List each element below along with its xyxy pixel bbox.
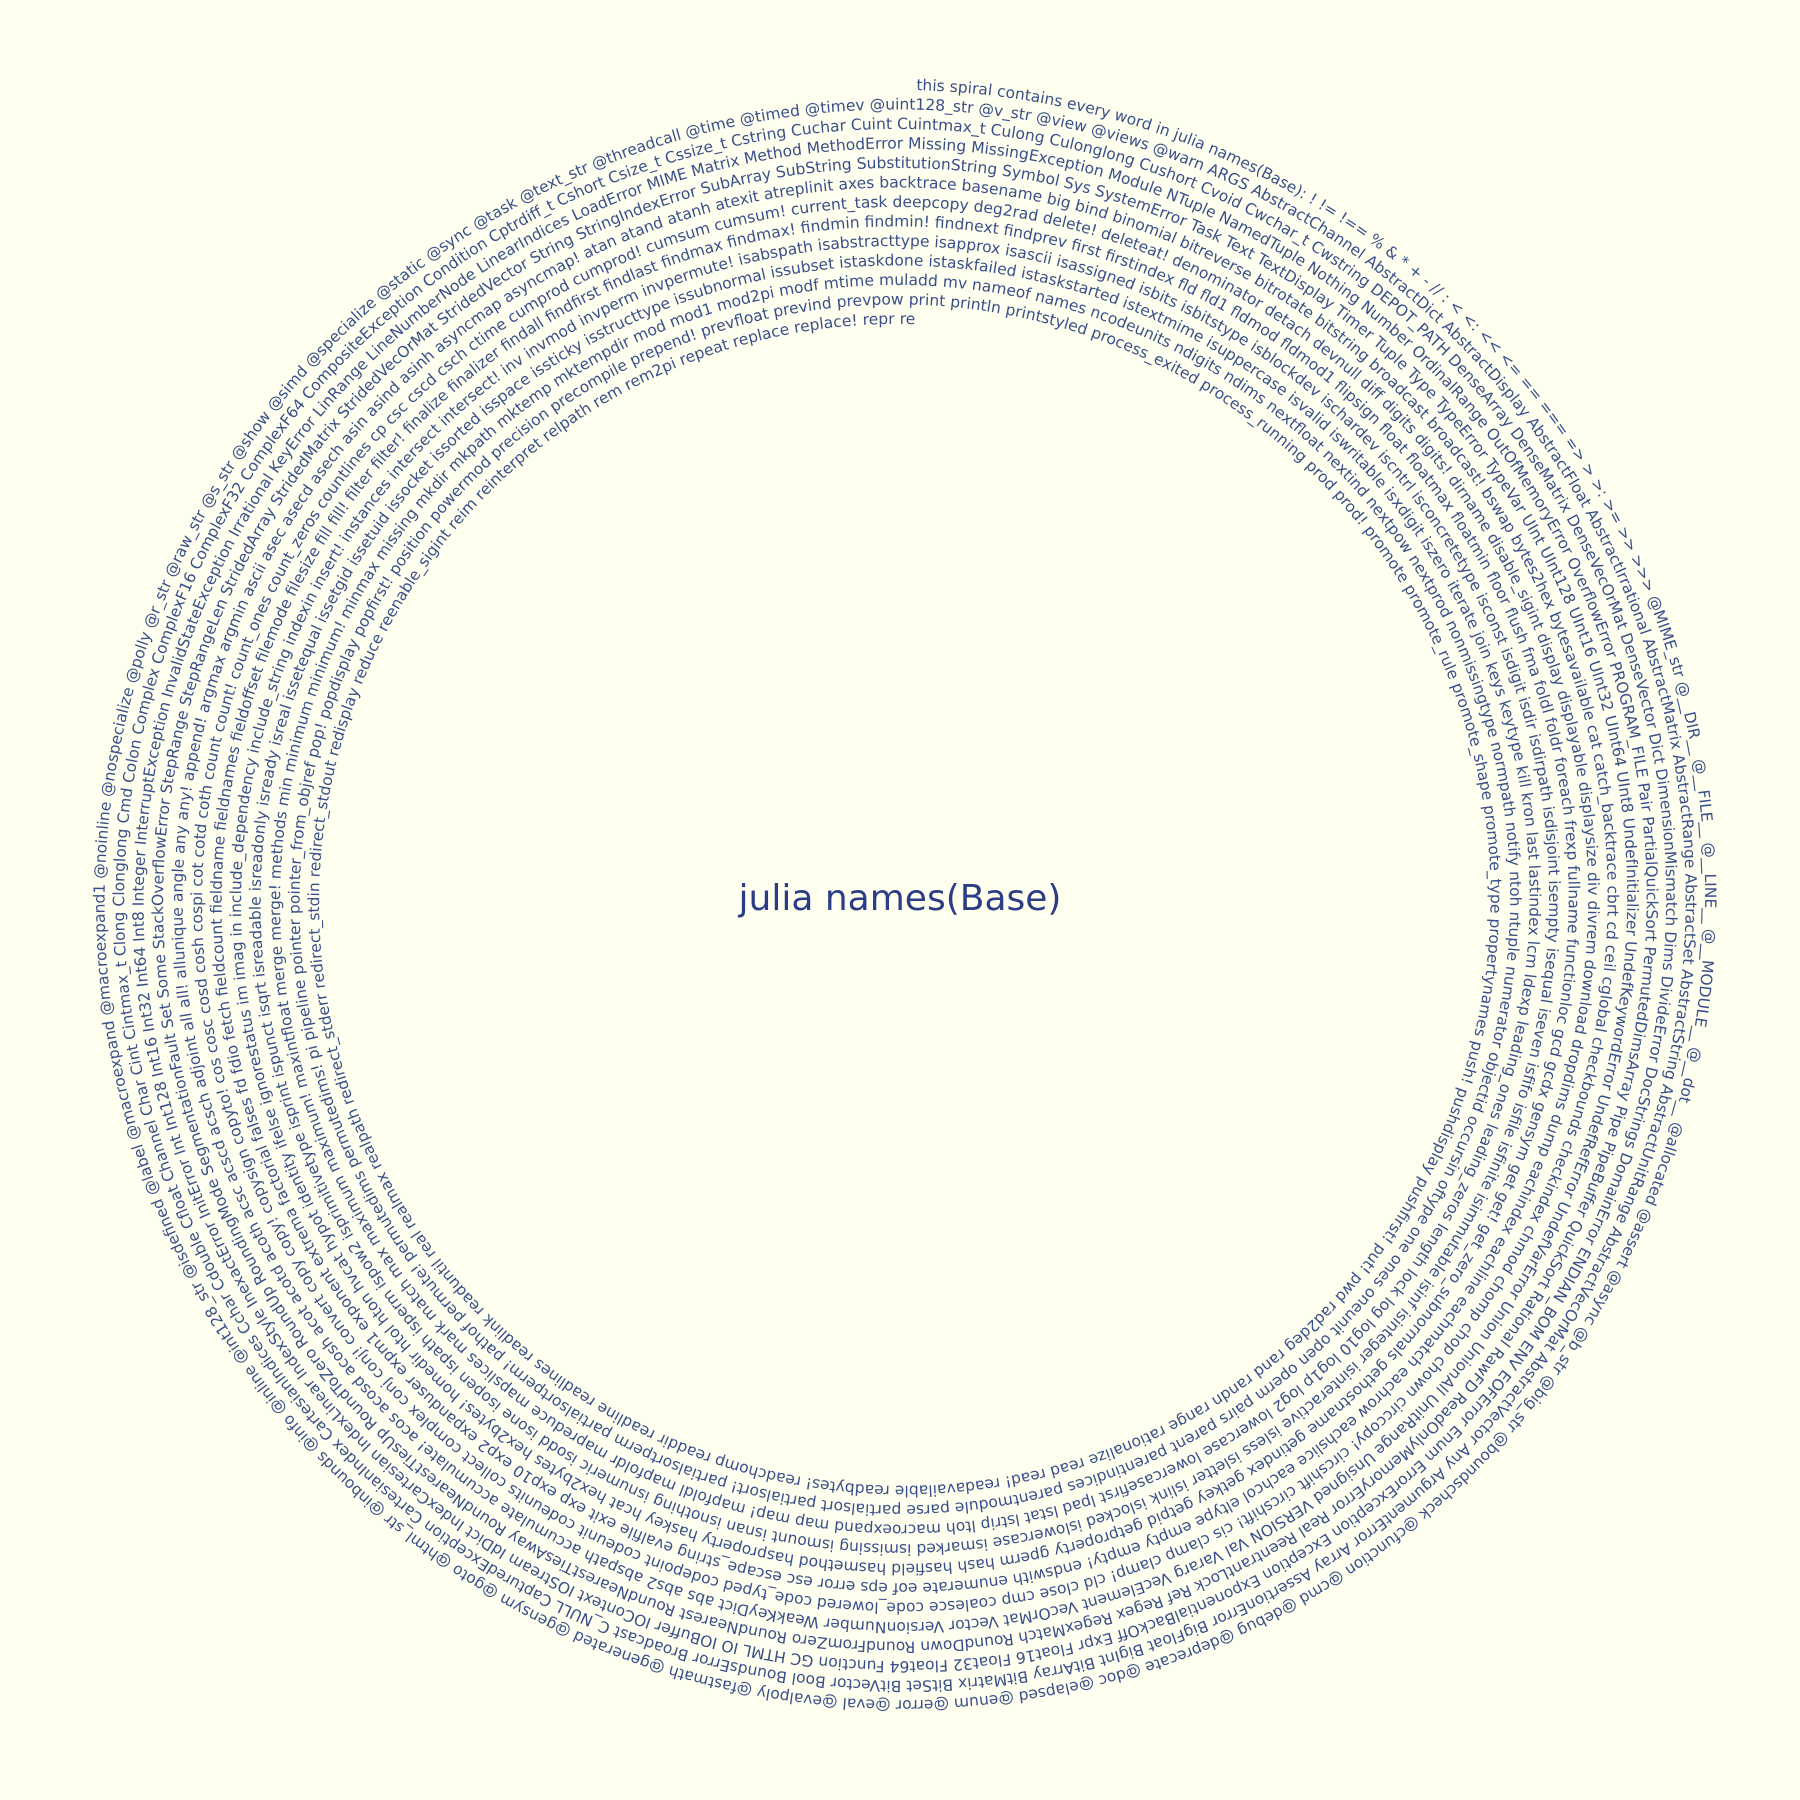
spiral-textpath: this spiral contains every word in julia… <box>0 0 1719 1714</box>
spiral-word-list: this spiral contains every word in julia… <box>0 0 1719 1714</box>
center-title: julia names(Base) <box>738 878 1062 919</box>
